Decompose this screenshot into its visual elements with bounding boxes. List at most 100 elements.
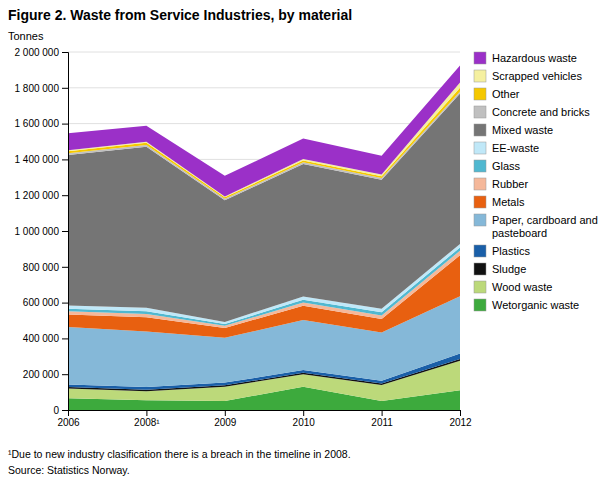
footnote: ¹Due to new industry clasification there…	[8, 448, 351, 460]
tick: 1 800 000	[15, 83, 69, 94]
legend-swatch	[474, 88, 486, 100]
tick-mark	[62, 124, 68, 125]
legend-label: Concrete and bricks	[492, 106, 590, 118]
legend-swatch	[474, 263, 486, 275]
tick-mark	[62, 374, 68, 375]
tick-label: 800 000	[23, 262, 60, 273]
tick-label: 1 200 000	[15, 190, 60, 201]
tick-mark	[62, 303, 68, 304]
legend-item: Sludge	[474, 263, 526, 275]
tick-label: 2010	[293, 417, 316, 428]
grid-line	[68, 52, 460, 53]
tick-label: 1 400 000	[15, 154, 60, 165]
tick: 2009	[214, 410, 237, 428]
legend-item: Wetorganic waste	[474, 299, 579, 311]
tick-label: 400 000	[23, 333, 60, 344]
tick-label: 1 600 000	[15, 118, 60, 129]
tick-label: 2 000 000	[15, 47, 60, 58]
legend-swatch	[474, 70, 486, 82]
tick: 200 000	[23, 369, 68, 380]
tick-mark	[62, 159, 68, 160]
grid	[68, 52, 460, 410]
legend-label: Hazardous waste	[492, 52, 577, 64]
legend-item: Mixed waste	[474, 124, 553, 136]
tick: 600 000	[23, 297, 68, 308]
tick-label: 2009	[214, 417, 237, 428]
tick: 1 600 000	[15, 118, 69, 129]
legend-label-line: Paper, cardboard and	[492, 214, 598, 226]
area	[68, 65, 460, 196]
tick-mark	[382, 410, 383, 416]
tick: 1 200 000	[15, 190, 69, 201]
tick-mark	[62, 231, 68, 232]
legend-label: Plastics	[492, 245, 530, 257]
tick-mark	[62, 410, 68, 411]
tick-mark	[62, 267, 68, 268]
tick: 2010	[293, 410, 316, 428]
title: Figure 2. Waste from Service Industries,…	[8, 7, 352, 23]
legend-swatch	[474, 245, 486, 257]
legend-swatch	[474, 160, 486, 172]
legend-item: Hazardous waste	[474, 52, 577, 64]
legend-item: Metals	[474, 196, 525, 208]
areas	[68, 65, 460, 410]
grid-line	[68, 87, 460, 88]
legend-label: Glass	[492, 160, 521, 172]
tick-mark	[62, 338, 68, 339]
tick: 1 400 000	[15, 154, 69, 165]
legend-swatch	[474, 52, 486, 64]
legend-swatch	[474, 106, 486, 118]
legend-item: Glass	[474, 160, 521, 172]
tick: 1 000 000	[15, 226, 69, 237]
legend-item: Wood waste	[474, 281, 552, 293]
legend-label: Wetorganic waste	[492, 299, 579, 311]
chart: Figure 2. Waste from Service Industries,…	[0, 0, 610, 488]
tick-mark	[62, 52, 68, 53]
tick: 2006	[57, 410, 80, 428]
legend-item: Paper, cardboard andpasteboard	[474, 214, 598, 239]
axis-line	[69, 411, 461, 417]
tick: 0	[53, 405, 68, 416]
legend-item: Rubber	[474, 178, 528, 190]
legend: Hazardous waste Scrapped vehicles Other Con…	[474, 52, 598, 311]
legend-label: Sludge	[492, 263, 526, 275]
x-axis: 20062008¹2009201020112012	[57, 410, 472, 428]
legend-label: Paper, cardboard andpasteboard	[492, 214, 598, 239]
legend-swatch	[474, 214, 486, 226]
tick-mark	[225, 410, 226, 416]
legend-label: Scrapped vehicles	[492, 70, 582, 82]
tick-mark	[303, 410, 304, 416]
tick-label: 2011	[371, 417, 393, 428]
legend-label-line: pasteboard	[492, 227, 547, 239]
grid-line	[68, 123, 460, 124]
tick-label: 200 000	[23, 369, 60, 380]
legend-label: Metals	[492, 196, 525, 208]
legend-label: Wood waste	[492, 281, 552, 293]
legend-item: EE-waste	[474, 142, 539, 154]
legend-swatch	[474, 124, 486, 136]
tick: 2008¹	[134, 410, 160, 428]
axis-line	[62, 53, 69, 411]
legend-swatch	[474, 196, 486, 208]
tick-label: 1 800 000	[15, 83, 60, 94]
tick-label: 1 000 000	[15, 226, 60, 237]
tick-mark	[146, 410, 147, 416]
legend-label: Mixed waste	[492, 124, 553, 136]
legend-swatch	[474, 142, 486, 154]
axis-title: Tonnes	[8, 30, 44, 42]
tick: 2011	[371, 410, 393, 428]
tick: 2 000 000	[15, 47, 69, 58]
legend-item: Plastics	[474, 245, 530, 257]
tick-mark	[68, 410, 69, 416]
plot: 0 200 000 400 000 600 000 800 000 1 000 000 1 …	[15, 47, 473, 428]
legend-label: Other	[492, 88, 520, 100]
tick-mark	[460, 410, 461, 416]
tick-label: 2006	[57, 417, 80, 428]
tick-label: 0	[53, 405, 59, 416]
legend-swatch	[474, 281, 486, 293]
tick-mark	[62, 88, 68, 89]
source: Source: Statistics Norway.	[8, 464, 130, 476]
legend-swatch	[474, 299, 486, 311]
tick: 800 000	[23, 262, 68, 273]
tick: 400 000	[23, 333, 68, 344]
